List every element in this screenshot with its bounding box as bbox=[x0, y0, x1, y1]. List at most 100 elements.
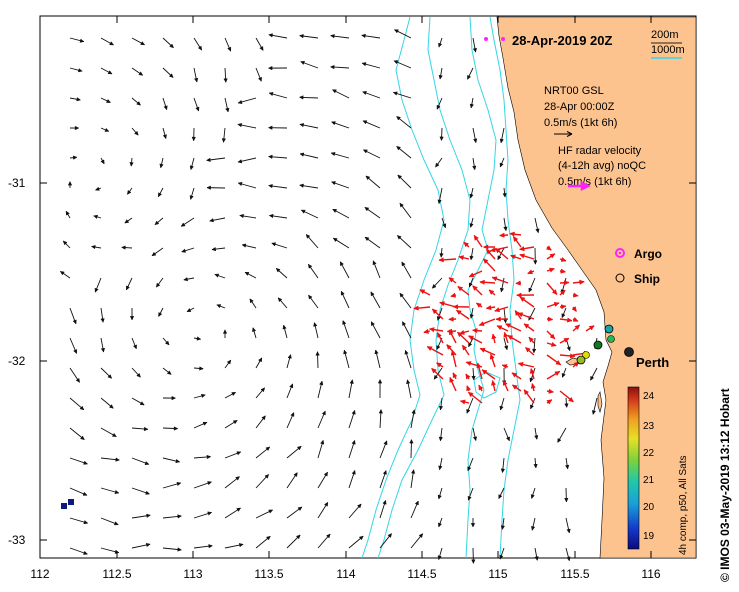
model-arrow bbox=[431, 277, 443, 289]
model-arrow bbox=[193, 511, 213, 519]
model-arrow bbox=[268, 213, 288, 219]
model-arrow bbox=[365, 175, 381, 189]
model-arrow bbox=[224, 476, 240, 489]
model-arrow bbox=[59, 271, 71, 279]
model-arrow bbox=[410, 409, 416, 429]
radar-arrow bbox=[448, 316, 457, 322]
radar-arrow bbox=[423, 328, 431, 334]
model-arrow bbox=[557, 427, 567, 443]
model-arrow bbox=[221, 127, 227, 143]
model-arrow bbox=[438, 427, 443, 442]
model-arrow bbox=[193, 393, 206, 399]
radar-arrow bbox=[438, 257, 457, 263]
colorbar-tick: 24 bbox=[643, 391, 655, 402]
radar-arrow bbox=[545, 245, 552, 251]
model-arrow bbox=[530, 487, 536, 500]
model-arrow bbox=[286, 445, 302, 459]
radar-arrow bbox=[507, 334, 522, 344]
model-arrow bbox=[401, 261, 412, 279]
model-arrow bbox=[282, 324, 288, 339]
model-arrow bbox=[69, 97, 82, 102]
model-arrow bbox=[100, 127, 110, 132]
radar-arrow bbox=[485, 305, 496, 311]
model-arrow bbox=[534, 427, 539, 440]
radar-arrow bbox=[559, 304, 567, 310]
model-arrow bbox=[470, 517, 476, 528]
radar-arrow bbox=[546, 267, 555, 273]
model-arrow bbox=[565, 457, 570, 470]
model-arrow bbox=[100, 397, 114, 409]
model-arrow bbox=[330, 152, 350, 159]
argo-legend-icon bbox=[615, 248, 625, 258]
model-arrow bbox=[255, 37, 264, 51]
radar-arrow bbox=[546, 399, 553, 405]
model-arrow bbox=[239, 213, 257, 219]
model-arrow bbox=[364, 207, 381, 219]
model-arrow bbox=[379, 499, 387, 519]
x-tick-label: 114.5 bbox=[407, 567, 436, 581]
model-arrow bbox=[392, 91, 412, 99]
model-arrow bbox=[211, 246, 226, 252]
y-tick-label: -32 bbox=[8, 354, 26, 368]
radar-arrow bbox=[546, 330, 556, 340]
model-arrow bbox=[162, 337, 170, 346]
radar-arrow bbox=[465, 373, 471, 380]
model-arrow bbox=[348, 469, 356, 489]
radar-arrow bbox=[571, 306, 578, 312]
model-arrow bbox=[162, 67, 174, 78]
radar-arrow bbox=[559, 353, 576, 359]
model-arrow bbox=[298, 95, 319, 100]
radar-arrow bbox=[546, 302, 560, 308]
radar-arrow bbox=[475, 302, 483, 308]
radar-arrow bbox=[505, 323, 522, 332]
x-tick-label: 112 bbox=[30, 567, 49, 581]
model-arrow bbox=[472, 37, 478, 53]
model-arrow bbox=[361, 33, 381, 39]
model-arrow bbox=[342, 320, 350, 339]
model-arrow bbox=[471, 547, 476, 564]
radar-arrow bbox=[525, 346, 535, 356]
radar-arrow bbox=[476, 362, 483, 380]
isobath-1000m-label: 1000m bbox=[651, 44, 685, 56]
model-arrow bbox=[206, 185, 226, 190]
model-arrow bbox=[216, 304, 226, 309]
model-arrow bbox=[162, 37, 174, 49]
model-arrow bbox=[183, 277, 195, 282]
radar-arrow bbox=[529, 367, 535, 380]
radar-arrow bbox=[519, 296, 535, 308]
model-arrow bbox=[393, 60, 412, 69]
model-arrow bbox=[224, 391, 237, 399]
model-arrow bbox=[399, 202, 412, 219]
radar-arrow bbox=[503, 331, 509, 344]
model-arrow bbox=[131, 513, 151, 519]
radar-arrow bbox=[499, 232, 509, 238]
model-arrow bbox=[69, 487, 88, 496]
model-arrow bbox=[364, 236, 381, 249]
model-arrow bbox=[131, 426, 149, 432]
model-arrow bbox=[193, 454, 212, 460]
model-arrow bbox=[379, 440, 388, 459]
radar-arrow bbox=[523, 323, 535, 332]
radar-arrow bbox=[495, 316, 509, 322]
radar-arrow bbox=[488, 289, 496, 296]
model-arrow bbox=[69, 547, 88, 555]
model-arrow bbox=[162, 457, 181, 464]
model-arrow bbox=[286, 354, 292, 369]
model-name-label: NRT00 GSL bbox=[544, 85, 604, 97]
model-arrow bbox=[348, 535, 364, 549]
model-arrow bbox=[275, 267, 288, 279]
model-arrow bbox=[370, 291, 381, 309]
model-arrow bbox=[69, 457, 89, 465]
x-tick-label: 112.5 bbox=[102, 567, 131, 581]
model-arrow bbox=[255, 535, 271, 549]
model-arrow bbox=[131, 457, 150, 466]
model-arrow bbox=[472, 127, 478, 144]
model-arrow bbox=[410, 469, 416, 489]
radar-scale-arrow bbox=[568, 180, 591, 192]
model-arrow bbox=[241, 243, 257, 249]
radar-arrow bbox=[431, 367, 444, 380]
model-arrow bbox=[180, 217, 195, 227]
model-arrow bbox=[131, 97, 141, 106]
radar-arrow bbox=[559, 317, 573, 323]
model-arrow bbox=[189, 157, 195, 171]
